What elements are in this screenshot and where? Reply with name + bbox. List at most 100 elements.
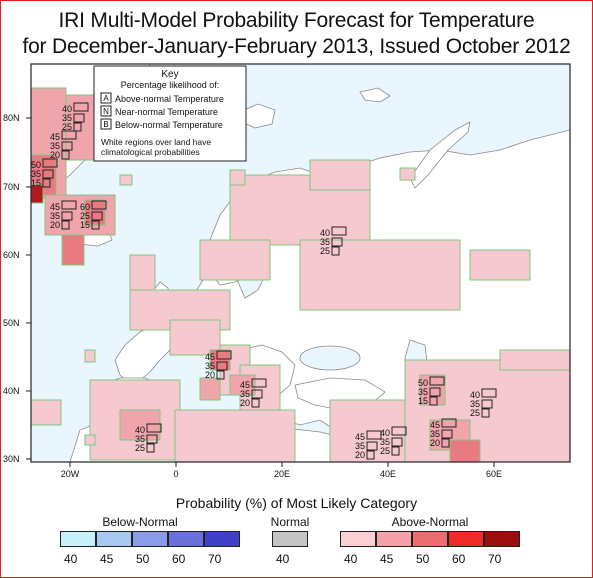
station-bar — [331, 246, 340, 256]
station-bar — [73, 113, 85, 123]
key-note: White regions over land have — [101, 137, 211, 147]
station-bar — [61, 220, 70, 230]
station-bar — [441, 418, 457, 428]
station-value: 25 — [80, 211, 90, 221]
forecast-cell — [61, 234, 85, 266]
station-bar — [366, 441, 378, 451]
station-value: 45 — [355, 432, 365, 442]
forecast-cells — [31, 87, 570, 462]
above-normal-tick: 40 — [344, 552, 358, 566]
above-normal-swatch — [340, 531, 376, 547]
key-item-label: Above-normal Temperature — [115, 94, 224, 104]
above-normal-swatch — [484, 531, 520, 547]
forecast-cell — [169, 319, 221, 356]
novaya-zemlya — [409, 121, 471, 189]
forecast-cell — [199, 377, 221, 401]
station-bar — [216, 350, 232, 360]
legend-normal-label: Normal — [270, 515, 310, 529]
station-value: 15 — [418, 396, 428, 406]
forecast-cell — [399, 167, 416, 181]
station-bar — [42, 169, 54, 179]
above-normal-swatch — [448, 531, 484, 547]
below-normal-tick: 45 — [100, 552, 114, 566]
station-value: 45 — [205, 352, 215, 362]
station-bar — [146, 423, 162, 433]
lon-label: 20W — [61, 469, 80, 479]
station-bar — [331, 237, 343, 247]
station-value: 40 — [320, 228, 330, 238]
station-value: 35 — [470, 399, 480, 409]
station-bar — [61, 200, 77, 210]
lon-label: 60E — [486, 469, 502, 479]
station-bar — [366, 450, 375, 460]
station-value: 35 — [430, 429, 440, 439]
forecast-cell — [499, 349, 570, 371]
lon-label: 0 — [173, 469, 178, 479]
station-bar — [481, 388, 497, 398]
station-bar — [429, 396, 438, 406]
station-value: 40 — [135, 425, 145, 435]
below-normal-swatch — [168, 531, 204, 547]
forecast-cell — [84, 434, 96, 446]
station-value: 20 — [430, 438, 440, 448]
station-bar — [146, 443, 155, 453]
legend-below-label: Below-Normal — [102, 515, 178, 529]
station-value: 35 — [240, 389, 250, 399]
station-value: 35 — [50, 141, 60, 151]
station-value: 35 — [355, 441, 365, 451]
forecast-cell — [419, 374, 446, 406]
below-normal-tick: 50 — [136, 552, 150, 566]
below-normal-swatch — [132, 531, 168, 547]
station-value: 35 — [320, 237, 330, 247]
axis-ticks — [26, 117, 495, 467]
station-value: 45 — [240, 380, 250, 390]
forecast-cell — [229, 169, 246, 186]
station-value: 25 — [320, 246, 330, 256]
station-bar — [251, 389, 263, 399]
station-bar — [146, 434, 158, 444]
below-normal-tick: 60 — [172, 552, 186, 566]
station-bar — [91, 211, 103, 221]
key-subheading: Percentage likelihood of: — [121, 80, 220, 90]
below-normal-tick: 70 — [208, 552, 222, 566]
lat-label: 40N — [3, 386, 20, 396]
key-letter: B — [103, 120, 108, 129]
forecast-cell — [309, 159, 371, 191]
station-value: 50 — [418, 378, 428, 388]
station-value: 20 — [355, 450, 365, 460]
normal-tick: 40 — [276, 552, 290, 566]
below-normal-tick: 40 — [64, 552, 78, 566]
station-bar — [216, 370, 225, 380]
franz-josef-land — [359, 87, 391, 103]
forecast-cell — [469, 249, 531, 281]
forecast-cell — [129, 254, 156, 296]
below-normal-swatch — [204, 531, 240, 547]
legend-title: Probability (%) of Most Likely Category — [175, 495, 418, 511]
station-bar — [441, 438, 450, 448]
lon-label: 40E — [380, 469, 396, 479]
station-value: 35 — [50, 211, 60, 221]
lat-label: 30N — [3, 454, 20, 464]
station-bar — [251, 378, 267, 388]
station-bar — [61, 130, 77, 140]
station-value: 25 — [470, 408, 480, 418]
station-bar — [391, 426, 407, 436]
forecast-cell — [84, 349, 96, 363]
above-normal-tick: 50 — [416, 552, 430, 566]
lat-label: 50N — [3, 318, 20, 328]
forecast-cell — [31, 184, 44, 204]
station-bar — [429, 376, 445, 386]
station-bar — [391, 437, 403, 447]
station-bar — [73, 102, 89, 112]
station-bar — [441, 429, 453, 439]
